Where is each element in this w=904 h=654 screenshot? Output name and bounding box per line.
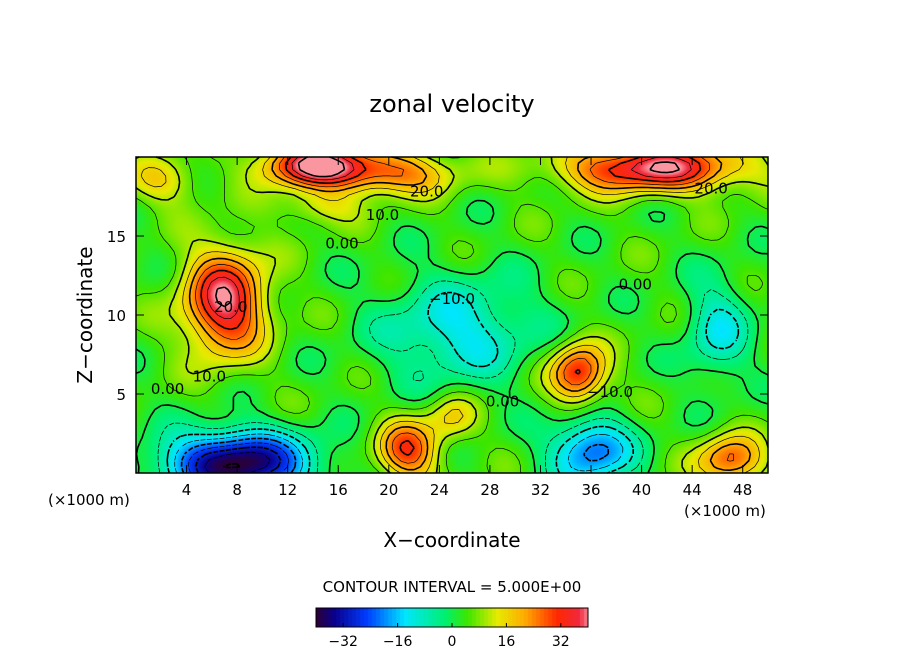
x-tick-label: 36 — [581, 481, 600, 499]
contour-line — [187, 442, 290, 474]
contour-line — [180, 437, 609, 474]
contour-label: 0.00 — [325, 235, 358, 253]
colorbar-ticks: −32 −16 0 16 32 — [328, 623, 570, 650]
x-tick-label: 16 — [329, 481, 348, 499]
colorbar-gradient — [316, 608, 588, 627]
x-tick-label: 32 — [531, 481, 550, 499]
y-tick-label: 10 — [107, 307, 126, 325]
x-axis-ticks: 4 8 12 16 20 24 28 32 36 40 44 48 — [182, 157, 752, 499]
contour-lines — [135, 156, 769, 474]
contour-line — [135, 156, 769, 474]
contour-interval-text: CONTOUR INTERVAL = 5.000E+00 — [323, 578, 582, 596]
velocity-field — [136, 157, 768, 473]
y-tick-label: 15 — [107, 228, 126, 246]
x-unit-left: (×1000 m) — [48, 491, 130, 509]
contour-label: −10.0 — [429, 290, 475, 308]
y-axis-label: Z−coordinate — [73, 246, 97, 383]
contour-line — [135, 199, 769, 474]
contour-line — [200, 156, 702, 456]
y-axis-ticks: 5 10 15 — [107, 228, 768, 404]
contour-line — [188, 156, 752, 471]
contour-line — [194, 446, 282, 474]
contour-line — [135, 156, 769, 474]
colorbar-tick-label: −16 — [383, 634, 413, 650]
colorbar-tick-label: 32 — [552, 634, 570, 650]
contour-label: −10.0 — [587, 383, 633, 401]
contour-line — [222, 462, 241, 469]
contour-line — [140, 156, 760, 474]
contour-line — [166, 291, 740, 474]
colorbar-tick-label: 0 — [448, 634, 457, 650]
contour-label: 0.00 — [151, 380, 184, 398]
contour-line — [206, 156, 692, 319]
x-unit-right: (×1000 m) — [684, 502, 766, 520]
colorbar-tick-label: 16 — [497, 634, 515, 650]
x-tick-label: 24 — [430, 481, 449, 499]
y-tick-label: 5 — [116, 386, 126, 404]
contour-label: 20.0 — [214, 298, 247, 316]
contour-line — [157, 280, 749, 474]
x-axis-label: X−coordinate — [383, 528, 520, 552]
contour-label: 0.00 — [619, 276, 652, 294]
contour-line — [195, 156, 734, 464]
contour-label: 10.0 — [193, 367, 226, 385]
contour-label: 20.0 — [694, 179, 727, 197]
colorbar-tick-label: −32 — [328, 634, 358, 650]
x-tick-label: 20 — [379, 481, 398, 499]
contour-label: 20.0 — [410, 183, 443, 201]
x-tick-label: 40 — [632, 481, 651, 499]
contour-line — [215, 156, 681, 308]
colorbar: −32 −16 0 16 32 — [315, 607, 589, 650]
contour-label: 0.00 — [486, 393, 519, 411]
contour-labels: 20.0 20.0 10.0 0.00 20.0 10.0 0.00 −10.0 0.00 −10… — [151, 179, 728, 410]
x-tick-label: 4 — [182, 481, 192, 499]
x-tick-label: 12 — [278, 481, 297, 499]
plot-area: 20.0 20.0 10.0 0.00 20.0 10.0 0.00 −10.0 0.00 −10… — [135, 156, 769, 474]
x-tick-label: 48 — [733, 481, 752, 499]
x-tick-label: 28 — [480, 481, 499, 499]
x-tick-label: 44 — [683, 481, 702, 499]
chart-title: zonal velocity — [369, 90, 534, 118]
x-tick-label: 8 — [232, 481, 242, 499]
contour-line — [174, 433, 624, 474]
contour-label: 10.0 — [366, 206, 399, 224]
